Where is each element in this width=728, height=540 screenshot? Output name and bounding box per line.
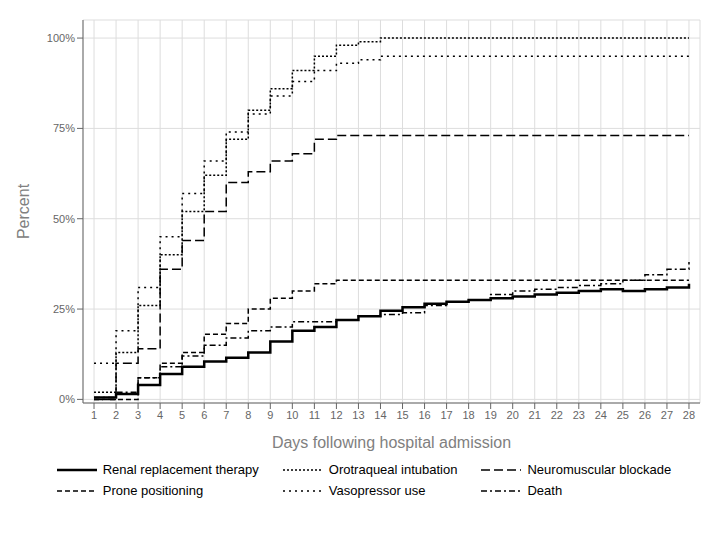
svg-text:50%: 50% — [53, 213, 75, 225]
svg-text:11: 11 — [309, 409, 320, 421]
svg-text:Days following hospital admiss: Days following hospital admission — [272, 434, 511, 451]
html-text:Renal replacement therapy: Renal replacement therapy — [102, 462, 259, 477]
svg-text:6: 6 — [201, 409, 207, 421]
svg-text:22: 22 — [551, 409, 563, 421]
svg-text:17: 17 — [440, 409, 452, 421]
html-text:Neuromuscular blockade: Neuromuscular blockade — [527, 462, 672, 477]
svg-text:9: 9 — [267, 409, 273, 421]
svg-text:25%: 25% — [53, 303, 75, 315]
svg-text:7: 7 — [223, 409, 229, 421]
svg-text:16: 16 — [418, 409, 430, 421]
svg-text:25: 25 — [617, 409, 629, 421]
svg-text:10: 10 — [286, 409, 298, 421]
html-text:Orotraqueal intubation: Orotraqueal intubation — [328, 462, 458, 477]
svg-text:5: 5 — [179, 409, 185, 421]
svg-text:28: 28 — [683, 409, 695, 421]
svg-text:100%: 100% — [47, 32, 75, 44]
svg-text:1: 1 — [91, 409, 97, 421]
svg-text:75%: 75% — [53, 122, 75, 134]
svg-text:19: 19 — [485, 409, 497, 421]
svg-text:3: 3 — [135, 409, 141, 421]
svg-text:21: 21 — [529, 409, 541, 421]
html-text:Vasopressor use: Vasopressor use — [328, 483, 426, 498]
svg-text:13: 13 — [352, 409, 364, 421]
svg-text:24: 24 — [595, 409, 607, 421]
svg-text:23: 23 — [573, 409, 585, 421]
svg-text:Percent: Percent — [15, 183, 32, 239]
svg-text:4: 4 — [157, 409, 163, 421]
svg-text:15: 15 — [396, 409, 408, 421]
html-text:Death: Death — [527, 483, 563, 498]
svg-text:27: 27 — [661, 409, 673, 421]
svg-text:20: 20 — [507, 409, 519, 421]
html-text:Prone positioning: Prone positioning — [102, 483, 204, 498]
svg-text:2: 2 — [113, 409, 119, 421]
svg-text:0%: 0% — [59, 393, 75, 405]
svg-text:18: 18 — [463, 409, 475, 421]
svg-text:14: 14 — [374, 409, 386, 421]
svg-text:8: 8 — [245, 409, 251, 421]
svg-text:26: 26 — [639, 409, 651, 421]
svg-text:12: 12 — [330, 409, 342, 421]
